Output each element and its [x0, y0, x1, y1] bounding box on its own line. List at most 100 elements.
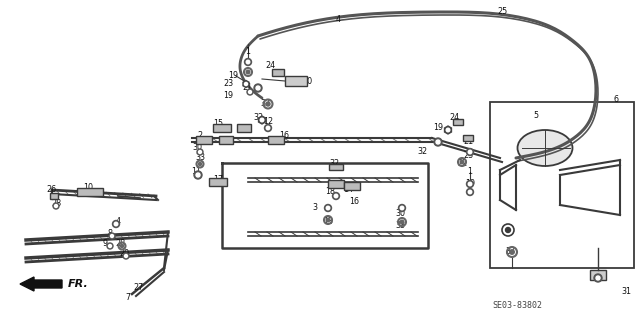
- Text: 20: 20: [302, 78, 312, 86]
- Circle shape: [244, 82, 248, 85]
- Text: 15: 15: [213, 120, 223, 129]
- Circle shape: [326, 206, 330, 210]
- Text: 32: 32: [329, 159, 339, 167]
- Circle shape: [194, 171, 202, 179]
- Bar: [196, 136, 212, 144]
- Circle shape: [436, 140, 440, 144]
- Circle shape: [109, 233, 115, 239]
- Bar: [237, 124, 251, 132]
- Circle shape: [266, 102, 270, 106]
- Circle shape: [196, 173, 200, 177]
- Circle shape: [198, 151, 202, 153]
- Text: 16: 16: [349, 197, 359, 206]
- Circle shape: [399, 204, 406, 211]
- Circle shape: [247, 89, 253, 95]
- Circle shape: [400, 206, 404, 210]
- Circle shape: [334, 194, 338, 198]
- Text: 30: 30: [192, 144, 202, 152]
- Text: 24: 24: [449, 114, 459, 122]
- Text: 23: 23: [463, 151, 473, 160]
- Text: 19: 19: [223, 92, 233, 100]
- Circle shape: [125, 255, 127, 257]
- Text: SE03-83802: SE03-83802: [492, 301, 542, 310]
- Circle shape: [596, 276, 600, 280]
- Text: 6: 6: [614, 95, 618, 105]
- Bar: [453, 119, 463, 125]
- Text: 29: 29: [120, 249, 130, 258]
- Text: 13: 13: [323, 218, 333, 226]
- Text: 27: 27: [133, 284, 143, 293]
- Text: 10: 10: [83, 182, 93, 191]
- Polygon shape: [259, 116, 266, 124]
- Bar: [590, 270, 606, 280]
- Circle shape: [506, 227, 511, 233]
- Bar: [285, 76, 307, 86]
- Circle shape: [120, 244, 124, 248]
- Circle shape: [467, 189, 474, 196]
- Circle shape: [246, 70, 250, 74]
- Text: 16: 16: [279, 131, 289, 140]
- Circle shape: [198, 162, 202, 166]
- Circle shape: [109, 244, 111, 248]
- Ellipse shape: [518, 130, 573, 166]
- Bar: [344, 182, 360, 190]
- Circle shape: [256, 86, 260, 90]
- Circle shape: [400, 220, 404, 224]
- Bar: [219, 136, 233, 144]
- Text: 17: 17: [213, 175, 223, 184]
- Text: 26: 26: [46, 186, 56, 195]
- Text: 22: 22: [457, 159, 467, 167]
- Text: 32: 32: [417, 147, 427, 157]
- Text: 11: 11: [191, 167, 201, 176]
- Circle shape: [467, 149, 474, 155]
- Polygon shape: [243, 80, 249, 87]
- Circle shape: [260, 118, 264, 122]
- Bar: [209, 178, 227, 186]
- Text: 14: 14: [343, 186, 353, 195]
- Text: 19: 19: [433, 123, 443, 132]
- Text: 28: 28: [51, 199, 61, 209]
- Bar: [268, 136, 284, 144]
- Circle shape: [468, 182, 472, 186]
- Circle shape: [434, 138, 442, 146]
- Text: 32: 32: [253, 114, 263, 122]
- Text: 21: 21: [242, 84, 252, 93]
- Circle shape: [446, 128, 450, 132]
- Text: 19: 19: [228, 71, 238, 80]
- Circle shape: [115, 222, 118, 226]
- Text: 1: 1: [246, 48, 250, 56]
- Circle shape: [244, 58, 252, 65]
- Bar: [77, 188, 103, 196]
- Text: 18: 18: [325, 188, 335, 197]
- Circle shape: [53, 203, 59, 209]
- Circle shape: [54, 204, 58, 207]
- Bar: [490, 102, 634, 268]
- Text: 32: 32: [260, 100, 270, 108]
- Bar: [329, 164, 343, 170]
- Circle shape: [509, 250, 515, 254]
- Text: 25: 25: [497, 8, 507, 17]
- Text: 21: 21: [463, 137, 473, 146]
- Circle shape: [266, 126, 269, 130]
- Circle shape: [113, 220, 120, 227]
- Text: 5: 5: [533, 110, 539, 120]
- Text: 8: 8: [108, 229, 113, 239]
- Text: 24: 24: [265, 62, 275, 70]
- Text: 7: 7: [125, 293, 131, 302]
- Circle shape: [324, 204, 332, 211]
- Text: 23: 23: [223, 79, 233, 88]
- Circle shape: [468, 190, 472, 194]
- Bar: [463, 135, 473, 141]
- Circle shape: [264, 124, 271, 131]
- FancyArrow shape: [20, 277, 62, 291]
- Circle shape: [111, 234, 113, 238]
- Text: 2: 2: [197, 131, 203, 140]
- Text: FR.: FR.: [68, 279, 89, 289]
- Circle shape: [123, 253, 129, 259]
- Circle shape: [467, 181, 474, 188]
- Polygon shape: [445, 126, 451, 134]
- Circle shape: [197, 149, 203, 155]
- Text: 28: 28: [115, 240, 125, 249]
- Text: 33: 33: [195, 153, 205, 162]
- Text: 33: 33: [505, 248, 515, 256]
